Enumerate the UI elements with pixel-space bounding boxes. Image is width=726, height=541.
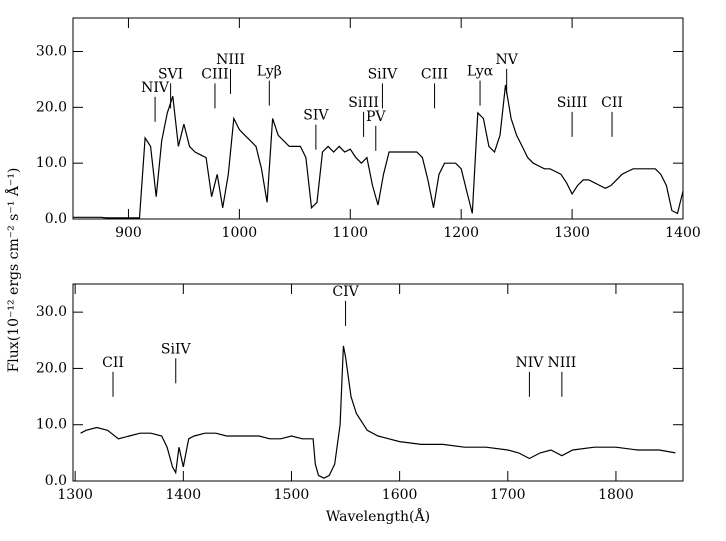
spectrum-line (73, 84, 684, 219)
x-tick-label: 1600 (382, 487, 418, 503)
y-tick-label: 20.0 (36, 99, 67, 115)
x-tick-label: 1400 (665, 225, 701, 241)
x-tick-label: 1300 (57, 487, 93, 503)
y-tick-label: 10.0 (36, 417, 67, 433)
x-tick-label: 1800 (598, 487, 634, 503)
x-tick-label: 1000 (222, 225, 258, 241)
x-tick-label: 900 (115, 225, 142, 241)
line-label: SiIII (557, 95, 588, 111)
line-label: SVI (158, 66, 183, 82)
line-label: SiIV (161, 341, 192, 357)
line-label: NIII (547, 355, 576, 371)
y-axis-label: Flux(10⁻¹² ergs cm⁻² s⁻¹ Å⁻¹) (4, 168, 22, 373)
spectrum-line (80, 345, 676, 479)
y-tick-label: 30.0 (36, 304, 67, 320)
y-tick-label: 10.0 (36, 155, 67, 171)
x-tick-label: 1300 (554, 225, 590, 241)
x-tick-label: 1500 (274, 487, 310, 503)
line-label: Lyα (467, 64, 494, 80)
line-label: NIV (141, 80, 170, 96)
y-tick-label: 0.0 (45, 211, 67, 227)
x-tick-label: 1700 (490, 487, 526, 503)
line-label: CIII (201, 66, 228, 82)
y-tick-label: 30.0 (36, 44, 67, 60)
line-label: CIV (332, 284, 359, 300)
x-tick-label: 1200 (443, 225, 479, 241)
line-label: SIV (303, 108, 329, 124)
line-label: Lyβ (257, 64, 282, 80)
plot-frame (72, 283, 684, 482)
y-tick-label: 20.0 (36, 360, 67, 376)
x-tick-label: 1100 (332, 225, 368, 241)
line-label: CII (102, 355, 124, 371)
line-label: CIII (421, 66, 448, 82)
x-tick-label: 1400 (165, 487, 201, 503)
line-label: NIV (515, 355, 544, 371)
line-label: NIII (216, 52, 245, 68)
line-label: NV (495, 52, 518, 68)
plot-frame (72, 17, 684, 220)
y-tick-label: 0.0 (45, 473, 67, 489)
x-axis-label: Wavelength(Å) (326, 507, 430, 525)
line-label: SiIII (348, 95, 379, 111)
line-label: SiIV (368, 66, 399, 82)
line-label: CII (601, 95, 623, 111)
line-label: PV (366, 109, 386, 125)
